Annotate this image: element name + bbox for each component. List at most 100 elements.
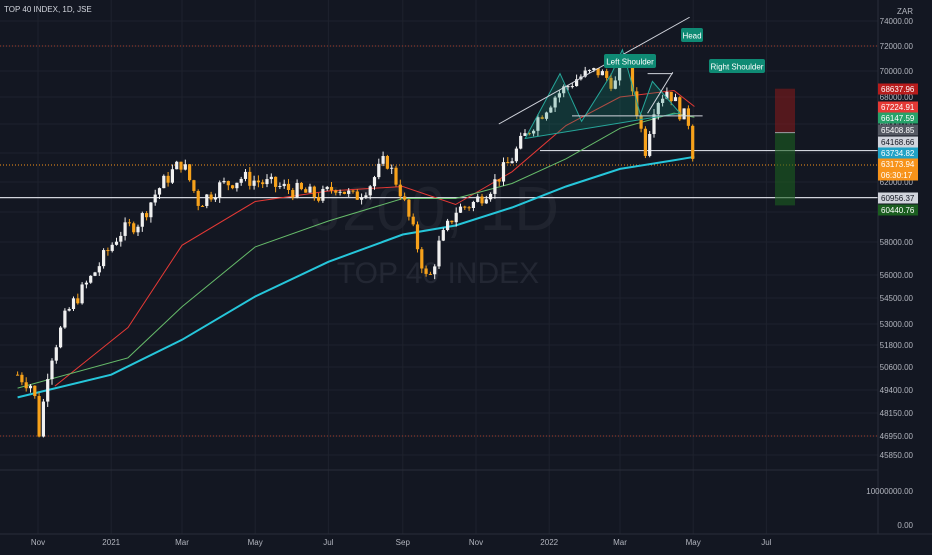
candle (282, 179, 286, 189)
candle (420, 247, 424, 274)
price-label: 65408.85 (878, 124, 918, 136)
candle (514, 146, 518, 163)
candle (458, 203, 463, 214)
candle (428, 271, 432, 275)
candle (157, 187, 162, 199)
candle (24, 377, 28, 392)
moving-averages (17, 89, 695, 399)
candle (291, 187, 295, 201)
candle (334, 189, 338, 196)
take-profit-zone[interactable] (775, 132, 795, 206)
time-tick-label: May (686, 538, 701, 547)
svg-text:66147.59: 66147.59 (881, 114, 915, 123)
time-axis[interactable]: Nov 2021 Mar May Jul Sep Nov 2022 Mar May Jul (31, 538, 772, 547)
price-tick-label: 58000.00 (880, 238, 914, 247)
svg-text:63173.94: 63173.94 (881, 160, 915, 169)
candle (678, 96, 682, 121)
channel-diagonal[interactable] (647, 72, 674, 114)
candle (312, 185, 316, 201)
candle (643, 126, 647, 159)
price-tick-label: 74000.00 (880, 17, 914, 26)
price-label: 63734.82 (878, 147, 918, 159)
candle (501, 157, 506, 186)
candle (97, 262, 101, 276)
candle (41, 398, 45, 438)
candle (286, 179, 291, 194)
candle (213, 193, 217, 203)
head-and-shoulders-drawing[interactable] (498, 16, 703, 140)
price-tick-label: 72000.00 (880, 42, 914, 51)
candle (123, 217, 127, 241)
candle (665, 87, 669, 100)
candle (355, 189, 359, 200)
price-tick-label: 49400.00 (880, 386, 914, 395)
time-tick-label: 2022 (540, 538, 558, 547)
candle (446, 218, 450, 232)
candle (149, 202, 153, 223)
candle (480, 193, 484, 206)
watermark-ticker: J200, 1D (311, 175, 559, 244)
candle (114, 237, 119, 246)
left-shoulder-label[interactable]: Left Shoulder (604, 54, 656, 68)
candle (179, 161, 183, 173)
price-label: 60956.37 (878, 192, 918, 204)
candle (415, 221, 420, 253)
upper-trendline[interactable] (498, 16, 690, 125)
price-tick-label: 45850.00 (880, 451, 914, 460)
candle (489, 192, 493, 202)
candle (63, 308, 67, 329)
candle (471, 200, 475, 212)
position-box[interactable] (775, 88, 795, 206)
time-tick-label: 2021 (102, 538, 120, 547)
candle (106, 247, 110, 256)
candle (132, 221, 136, 235)
candle (523, 129, 527, 137)
candle (385, 154, 389, 170)
candle (661, 94, 665, 107)
candle (497, 179, 501, 187)
price-label: 68637.96 (878, 83, 918, 95)
candle (652, 109, 656, 138)
candle (467, 205, 471, 211)
candle (682, 108, 686, 120)
svg-text:67224.91: 67224.91 (881, 103, 915, 112)
candle (136, 224, 140, 236)
candle (304, 187, 308, 193)
time-tick-label: Nov (469, 538, 483, 547)
candle (71, 296, 76, 311)
price-tick-label: 48150.00 (880, 409, 914, 418)
candle (175, 160, 179, 170)
price-label: 60440.76 (878, 204, 918, 216)
candle (183, 159, 187, 171)
head-label[interactable]: Head (681, 28, 703, 42)
candle (33, 385, 37, 399)
time-tick-label: May (248, 538, 263, 547)
candle (347, 188, 351, 197)
candle (342, 191, 346, 195)
svg-text:64168.66: 64168.66 (881, 138, 915, 147)
price-tick-label: 68000.00 (880, 93, 914, 102)
candle (317, 193, 321, 203)
candle (519, 132, 523, 150)
candle (372, 175, 377, 190)
time-tick-label: Jul (323, 538, 333, 547)
candle (600, 69, 604, 76)
candle (67, 307, 71, 312)
candle (200, 205, 205, 207)
currency-label: ZAR (897, 7, 913, 16)
stop-loss-zone[interactable] (775, 88, 795, 133)
candle (673, 93, 678, 102)
candle (218, 180, 222, 203)
candle (188, 163, 192, 182)
right-shoulder-label[interactable]: Right Shoulder (709, 59, 765, 73)
candle (596, 68, 600, 78)
candle (153, 189, 157, 206)
candle (278, 182, 282, 190)
candle (433, 264, 437, 280)
candle (76, 293, 80, 305)
candle (364, 192, 368, 200)
candle (329, 181, 334, 194)
candle (84, 280, 88, 289)
candle (110, 242, 114, 253)
